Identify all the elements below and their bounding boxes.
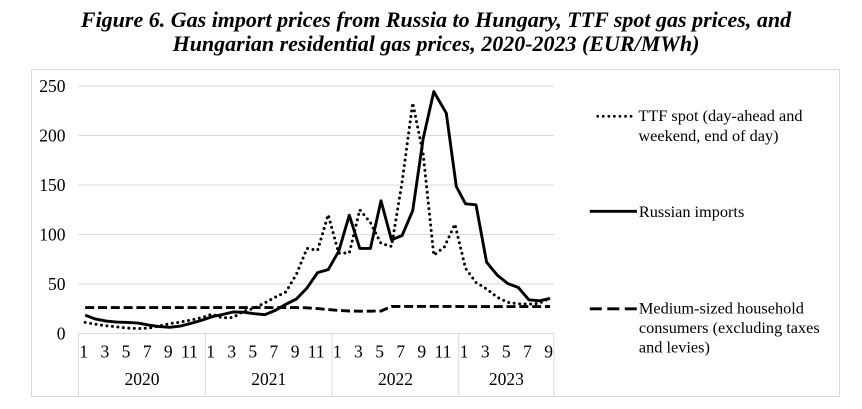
svg-text:100: 100 [39, 224, 66, 244]
svg-text:250: 250 [39, 76, 66, 96]
svg-text:150: 150 [39, 175, 66, 195]
svg-text:2022: 2022 [378, 369, 413, 389]
svg-text:TTF spot (day-ahead and: TTF spot (day-ahead and [638, 106, 802, 125]
svg-text:7: 7 [396, 342, 405, 362]
svg-text:weekend, end of day): weekend, end of day) [638, 126, 778, 145]
svg-text:and levies): and levies) [639, 338, 710, 357]
svg-text:9: 9 [417, 342, 426, 362]
svg-text:5: 5 [502, 342, 511, 362]
svg-text:2023: 2023 [489, 369, 524, 389]
svg-text:3: 3 [354, 342, 363, 362]
svg-text:11: 11 [435, 342, 452, 362]
svg-text:9: 9 [164, 342, 173, 362]
svg-text:3: 3 [101, 342, 110, 362]
svg-text:5: 5 [248, 342, 257, 362]
svg-text:7: 7 [270, 342, 279, 362]
svg-text:3: 3 [481, 342, 490, 362]
svg-text:1: 1 [206, 342, 215, 362]
svg-text:11: 11 [308, 342, 325, 362]
svg-text:Russian imports: Russian imports [639, 202, 744, 221]
svg-text:7: 7 [523, 342, 532, 362]
svg-text:5: 5 [122, 342, 131, 362]
svg-text:3: 3 [227, 342, 236, 362]
svg-text:2021: 2021 [251, 369, 286, 389]
svg-text:200: 200 [39, 125, 66, 145]
svg-text:11: 11 [181, 342, 198, 362]
svg-text:9: 9 [544, 342, 553, 362]
svg-text:1: 1 [333, 342, 342, 362]
svg-text:Medium-sized household: Medium-sized household [639, 298, 804, 317]
svg-text:9: 9 [291, 342, 300, 362]
svg-text:1: 1 [460, 342, 469, 362]
svg-text:consumers (excluding taxes: consumers (excluding taxes [639, 318, 820, 337]
svg-text:50: 50 [48, 274, 66, 294]
svg-text:5: 5 [375, 342, 384, 362]
svg-text:7: 7 [143, 342, 152, 362]
svg-text:2020: 2020 [125, 369, 160, 389]
svg-text:0: 0 [57, 323, 66, 343]
svg-text:1: 1 [79, 342, 88, 362]
